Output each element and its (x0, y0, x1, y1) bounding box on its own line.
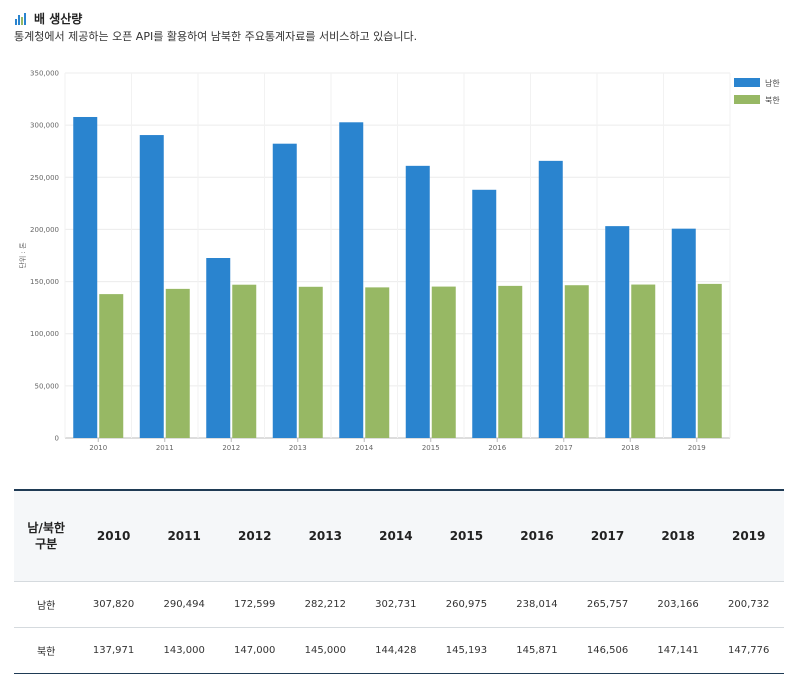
table-cell: 282,212 (290, 581, 361, 628)
table-cell: 147,776 (713, 627, 784, 674)
header-line2: 구분 (35, 537, 58, 551)
title-row: 배 생산량 (14, 10, 82, 27)
table-cell: 203,166 (642, 581, 714, 628)
x-tick-label: 2017 (555, 444, 573, 452)
x-tick-label: 2016 (488, 444, 506, 452)
bar-north (431, 286, 456, 438)
x-tick-label: 2018 (621, 444, 639, 452)
bar-north (165, 288, 190, 438)
bar-north (631, 284, 656, 438)
bar-south (272, 143, 297, 438)
bar-north (564, 285, 589, 438)
bar-south (671, 228, 696, 438)
table-cell: 145,000 (290, 627, 361, 674)
table-cell: 144,428 (360, 627, 432, 674)
table-cell: 290,494 (148, 581, 220, 628)
table-cell: 172,599 (219, 581, 290, 628)
table-cell: 265,757 (572, 581, 643, 628)
year-header: 2012 (219, 489, 290, 582)
table-cell: 238,014 (501, 581, 573, 628)
x-tick-label: 2011 (156, 444, 174, 452)
bar-south (339, 122, 364, 439)
bar-chart-icon (15, 12, 26, 25)
y-axis-label: 단위 : 톤 (18, 242, 27, 269)
table-cell: 143,000 (148, 627, 220, 674)
page-title: 배 생산량 (34, 12, 83, 26)
table-cell: 307,820 (78, 581, 149, 628)
table-cell: 146,506 (572, 627, 643, 674)
legend-swatch (734, 78, 760, 87)
bar-south (472, 189, 497, 438)
x-tick-label: 2013 (289, 444, 307, 452)
y-tick-label: 150,000 (30, 278, 59, 286)
table-cell: 200,732 (713, 581, 784, 628)
y-tick-label: 350,000 (30, 70, 59, 78)
x-tick-label: 2015 (422, 444, 440, 452)
table-header-label: 남/북한 구분 (14, 489, 79, 582)
x-tick-label: 2012 (222, 444, 240, 452)
bar-south (405, 165, 430, 438)
bar-south (139, 135, 164, 438)
year-header: 2018 (642, 489, 714, 582)
year-header: 2017 (572, 489, 643, 582)
table-cell: 137,971 (78, 627, 149, 674)
bar-north (298, 286, 323, 438)
bar-south (206, 258, 231, 438)
table-cell: 145,871 (501, 627, 573, 674)
bar-north (232, 284, 257, 438)
table-cell: 147,000 (219, 627, 290, 674)
table-cell: 147,141 (642, 627, 714, 674)
table-row: 남한 307,820 290,494 172,599 282,212 302,731 260… (14, 581, 784, 628)
bar-north (697, 283, 722, 438)
year-header: 2019 (713, 489, 784, 582)
legend-label: 북한 (765, 96, 780, 105)
y-tick-label: 50,000 (35, 382, 60, 390)
table-row: 북한 137,971 143,000 147,000 145,000 144,428 145… (14, 627, 784, 674)
x-tick-label: 2019 (688, 444, 706, 452)
year-header: 2015 (431, 489, 502, 582)
bar-north (365, 287, 390, 438)
row-label: 북한 (14, 627, 79, 674)
bar-south (605, 226, 630, 438)
bar-south (73, 116, 98, 438)
bar-north (99, 294, 124, 438)
header-line1: 남/북한 (27, 521, 65, 535)
y-tick-label: 250,000 (30, 174, 59, 182)
table-cell: 302,731 (360, 581, 432, 628)
year-header: 2013 (290, 489, 361, 582)
table-header-row: 남/북한 구분 2010 2011 2012 2013 2014 2015 2016 2017… (14, 489, 784, 582)
table-cell: 260,975 (431, 581, 502, 628)
year-header: 2016 (501, 489, 573, 582)
data-table: 남/북한 구분 2010 2011 2012 2013 2014 2015 2016 2017… (14, 489, 784, 674)
y-tick-label: 200,000 (30, 226, 59, 234)
year-header: 2014 (360, 489, 432, 582)
page-subtitle: 통계청에서 제공하는 오픈 API를 활용하여 남북한 주요통계자료를 서비스하… (14, 30, 418, 43)
bar-chart: 0 50,000 100,000 150,000 200,000 250,000 300,0… (18, 70, 780, 453)
y-tick-label: 100,000 (30, 330, 59, 338)
y-tick-label: 300,000 (30, 122, 59, 130)
x-tick-label: 2014 (355, 444, 373, 452)
bar-south (538, 160, 563, 438)
x-tick-label: 2010 (89, 444, 107, 452)
legend-label: 남한 (765, 79, 780, 88)
table-cell: 145,193 (431, 627, 502, 674)
legend-swatch (734, 95, 760, 104)
year-header: 2011 (148, 489, 220, 582)
year-header: 2010 (78, 489, 149, 582)
bar-north (498, 285, 523, 438)
y-tick-label: 0 (55, 435, 59, 443)
row-label: 남한 (14, 581, 79, 628)
